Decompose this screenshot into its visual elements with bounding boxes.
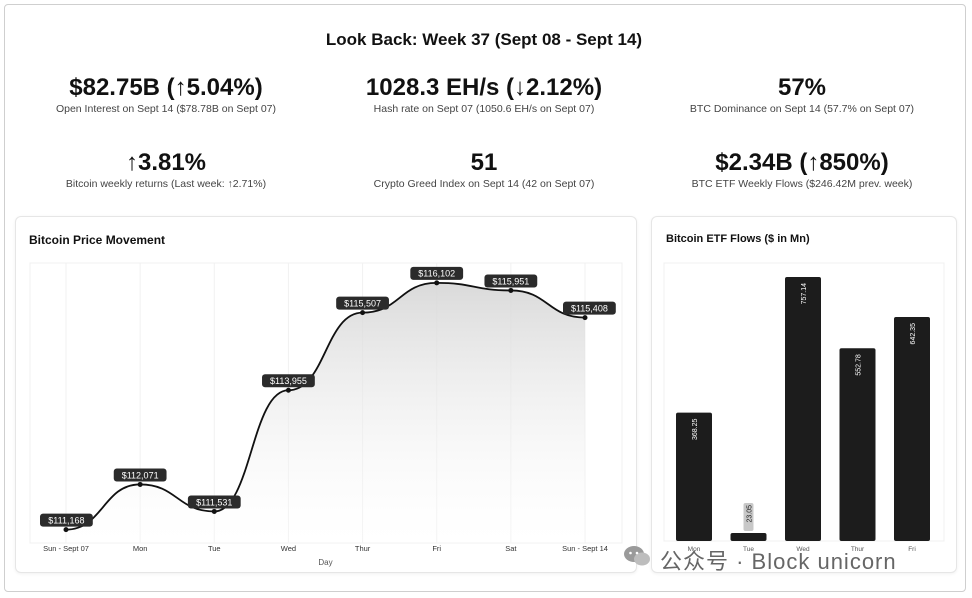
data-label: $111,168: [40, 513, 93, 527]
stat-btc-dominance: 57% BTC Dominance on Sept 14 (57.7% on S…: [652, 74, 952, 115]
price-point: [508, 287, 514, 293]
x-tick-label: Thur: [851, 546, 865, 553]
price-point: [63, 527, 69, 533]
bar-value-label: 552.78: [856, 354, 863, 376]
etf-chart-card: Bitcoin ETF Flows ($ in Mn) 368.25 Mon 23.…: [651, 216, 957, 573]
stat-value: 1028.3 EH/s (↓2.12%): [365, 74, 603, 101]
data-label-text: $115,507: [344, 298, 381, 308]
x-tick-label: Wed: [281, 544, 296, 553]
price-area: [66, 282, 585, 543]
x-tick-label: Fri: [908, 546, 916, 553]
x-axis-label: Day: [318, 558, 332, 567]
etf-bar: [785, 277, 821, 541]
stat-value: 57%: [777, 74, 827, 101]
stat-caption: Hash rate on Sept 07 (1050.6 EH/s on Sep…: [373, 103, 595, 115]
data-label-text: $111,531: [196, 497, 232, 507]
stat-caption: BTC ETF Weekly Flows ($246.42M prev. wee…: [691, 178, 913, 190]
stat-value: $82.75B (↑5.04%): [69, 74, 263, 101]
stat-caption: Bitcoin weekly returns (Last week: ↑2.71…: [65, 178, 267, 190]
data-label: $116,102: [410, 266, 464, 280]
data-label-bg: [410, 266, 464, 280]
price-point: [582, 315, 588, 321]
x-tick-label: Fri: [432, 544, 441, 553]
bar-value-badge: 23.05: [743, 502, 754, 531]
wechat-icon: [624, 546, 650, 566]
data-label-bg: [484, 274, 538, 288]
data-label-bg: [262, 374, 315, 388]
bar-value-label: 757.14: [801, 283, 808, 305]
data-label: $115,507: [336, 296, 389, 310]
price-line: [65, 281, 586, 531]
x-tick-label: Wed: [796, 546, 810, 553]
x-tick-label: Sun - Sept 14: [562, 544, 608, 553]
etf-bar: [730, 532, 767, 541]
x-tick-label: Mon: [688, 546, 701, 553]
stat-greed-index: 51 Crypto Greed Index on Sept 14 (42 on …: [334, 149, 634, 190]
data-label: $113,955: [262, 374, 315, 388]
stat-weekly-returns: ↑3.81% Bitcoin weekly returns (Last week…: [16, 149, 316, 190]
data-label-text: $116,102: [418, 269, 455, 279]
price-point: [360, 310, 366, 316]
bar-value-badge-bg: [743, 502, 754, 531]
bar-value-label: 642.35: [910, 323, 917, 345]
price-point: [285, 387, 291, 393]
x-tick-label: Mon: [133, 544, 148, 553]
price-point: [211, 508, 217, 514]
page-title: Look Back: Week 37 (Sept 08 - Sept 14): [325, 30, 643, 49]
dashboard-frame: [4, 4, 966, 592]
price-line-chart: $111,168 Sun - Sept 07 $112,071 Mon $111,531…: [29, 262, 623, 567]
stat-caption: Open Interest on Sept 14 ($78.78B on Sep…: [55, 103, 277, 115]
data-label: $115,408: [563, 301, 616, 315]
stat-value: $2.34B (↑850%): [715, 149, 889, 176]
x-tick-label: Sun - Sept 07: [43, 544, 89, 553]
price-point: [434, 280, 440, 286]
price-chart-card: Bitcoin Price Movement $111,168 Sun - Sep…: [15, 216, 637, 573]
data-label-bg: [187, 495, 241, 509]
stat-value: 51: [470, 149, 498, 176]
data-label-bg: [113, 468, 167, 482]
stat-etf-flows: $2.34B (↑850%) BTC ETF Weekly Flows ($24…: [652, 149, 952, 190]
data-label: $112,071: [113, 468, 167, 482]
data-label: $115,951: [484, 274, 538, 288]
stat-caption: Crypto Greed Index on Sept 14 (42 on Sep…: [373, 178, 595, 190]
stat-hash-rate: 1028.3 EH/s (↓2.12%) Hash rate on Sept 0…: [334, 74, 634, 115]
bar-value-label: 368.25: [692, 419, 699, 441]
data-label-bg: [40, 513, 93, 527]
etf-bar: [839, 348, 876, 541]
etf-bar-chart: 368.25 Mon 23.05 Tue 757.14 Wed 552.78 Thur 642.…: [663, 262, 945, 553]
watermark-text: 公众号 · Block unicorn: [660, 549, 897, 574]
etf-chart-title: Bitcoin ETF Flows ($ in Mn): [666, 233, 810, 245]
price-point: [137, 481, 143, 487]
data-label: $111,531: [187, 495, 241, 509]
stat-value: ↑3.81%: [125, 149, 207, 176]
price-chart-title: Bitcoin Price Movement: [29, 233, 166, 247]
data-label-bg: [563, 301, 616, 315]
x-tick-label: Tue: [743, 546, 754, 553]
x-tick-label: Thur: [355, 544, 371, 553]
data-label-text: $115,951: [492, 276, 529, 286]
etf-bar: [676, 412, 712, 541]
etf-bar: [894, 317, 930, 541]
stat-open-interest: $82.75B (↑5.04%) Open Interest on Sept 1…: [16, 74, 316, 115]
x-tick-label: Tue: [208, 544, 221, 553]
data-label-text: $115,408: [571, 303, 608, 313]
data-label-text: $111,168: [48, 515, 84, 525]
stat-caption: BTC Dominance on Sept 14 (57.7% on Sept …: [689, 103, 915, 115]
x-tick-label: Sat: [505, 544, 517, 553]
data-label-bg: [336, 296, 389, 310]
data-label-text: $112,071: [122, 470, 159, 480]
bar-value-label: 23.05: [747, 505, 754, 523]
data-label-text: $113,955: [270, 376, 307, 386]
